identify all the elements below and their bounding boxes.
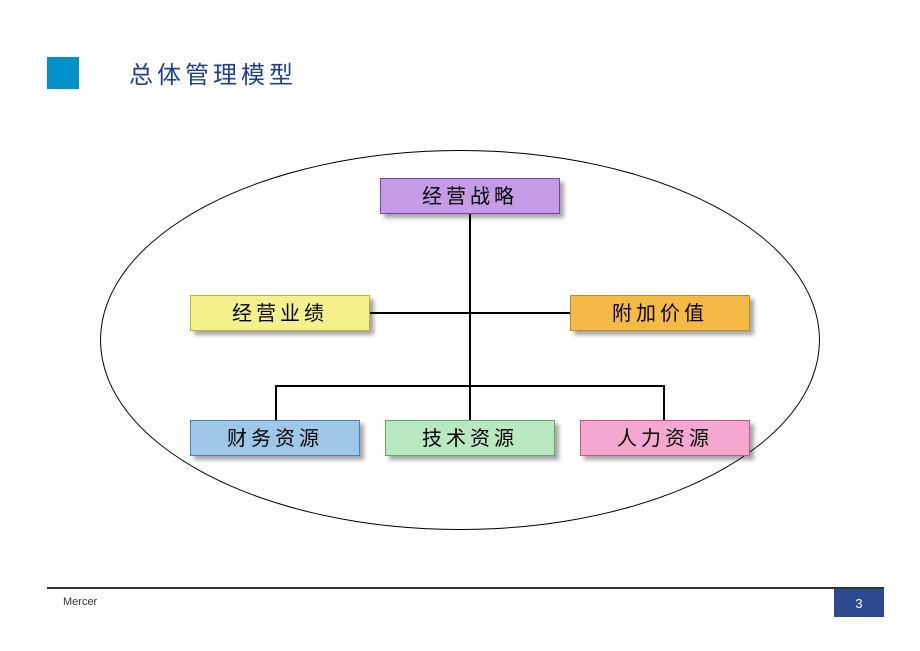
node-performance: 经营业绩 [190, 295, 370, 331]
slide-footer: Mercer 3 [47, 587, 884, 615]
page-number: 3 [855, 596, 862, 611]
connector-3 [275, 385, 277, 420]
node-strategy: 经营战略 [380, 178, 560, 214]
slide-title: 总体管理模型 [129, 55, 297, 90]
slide-header: 总体管理模型 [47, 55, 297, 90]
node-finance: 财务资源 [190, 420, 360, 456]
connector-1 [370, 312, 570, 314]
node-hr: 人力资源 [580, 420, 750, 456]
footer-brand: Mercer [63, 596, 97, 608]
node-value: 附加价值 [570, 295, 750, 331]
connector-2 [275, 385, 665, 387]
header-accent-square [47, 57, 79, 89]
management-model-diagram: 经营战略经营业绩 附加价值财务资源技术资源人力资源 [100, 150, 820, 530]
connector-4 [663, 385, 665, 420]
node-tech: 技术资源 [385, 420, 555, 456]
page-number-box: 3 [834, 589, 884, 617]
connector-0 [469, 214, 471, 420]
